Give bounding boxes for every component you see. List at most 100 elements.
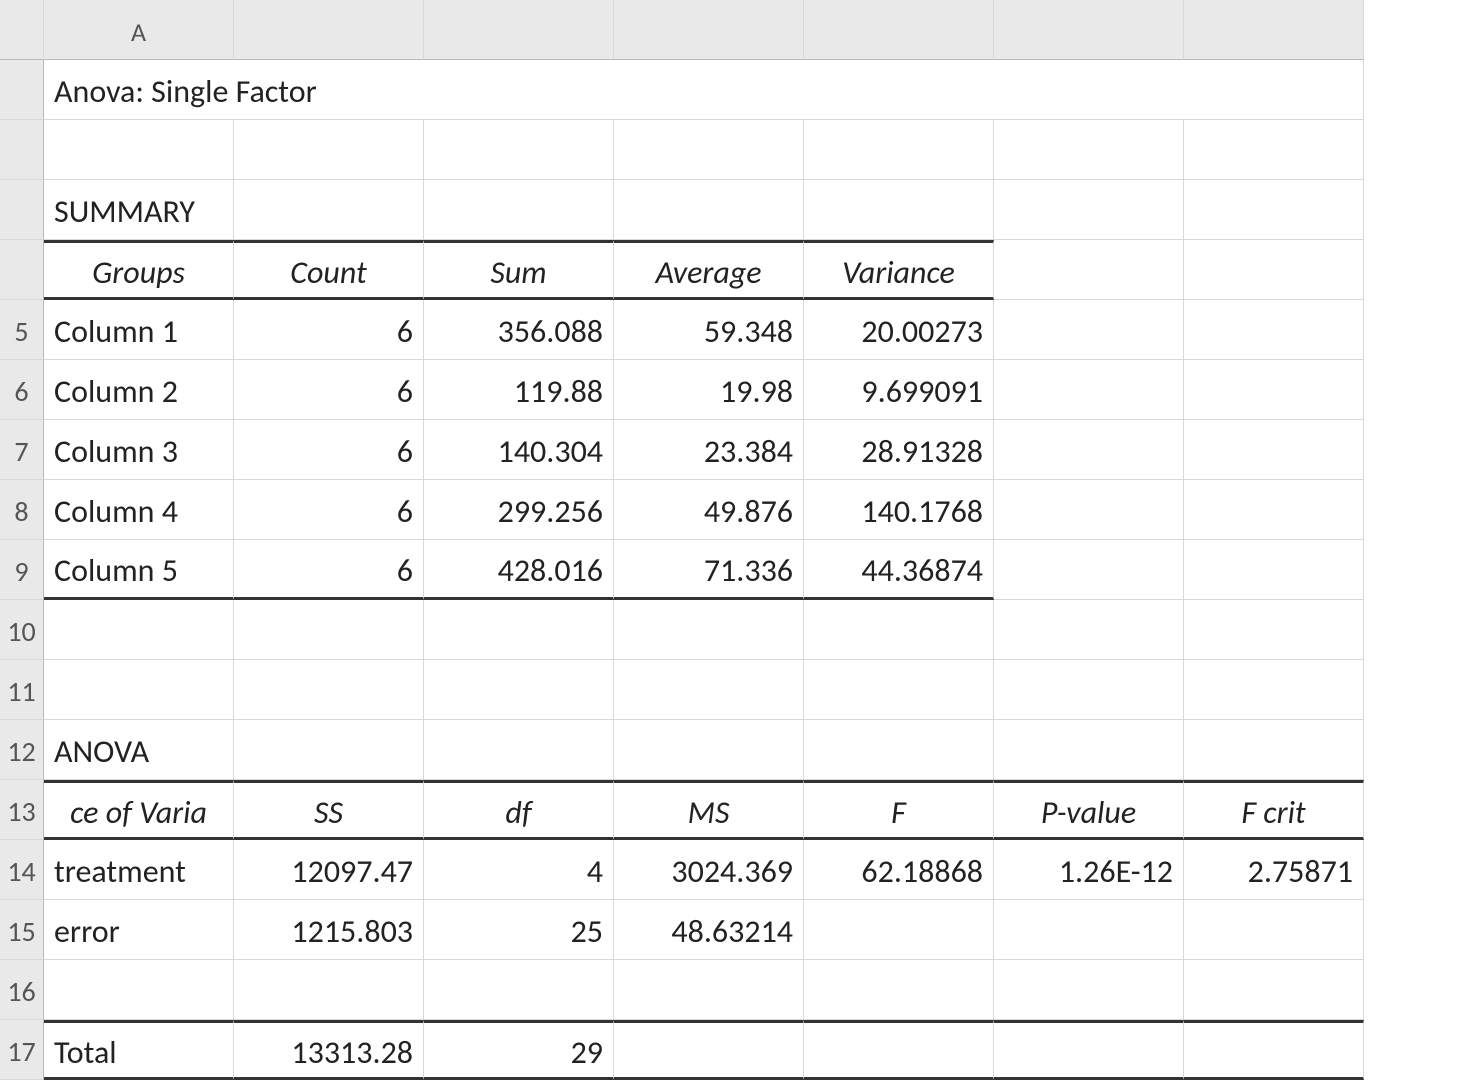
anova-total-label[interactable]: Total [44,1020,234,1080]
cell[interactable] [1184,300,1364,360]
cell[interactable] [44,660,234,720]
summary-cell[interactable]: 6 [234,480,424,540]
summary-cell[interactable]: Column 5 [44,540,234,600]
anova-cell[interactable]: 3024.369 [614,840,804,900]
row-head[interactable]: 9 [0,540,44,600]
cell[interactable] [1184,360,1364,420]
cell[interactable] [1184,420,1364,480]
col-head-E[interactable] [804,0,994,60]
col-head-G[interactable] [1184,0,1364,60]
summary-cell[interactable]: 44.36874 [804,540,994,600]
col-head-B[interactable] [234,0,424,60]
summary-cell[interactable]: 6 [234,360,424,420]
cell[interactable] [424,120,614,180]
cell[interactable] [804,120,994,180]
cell[interactable] [994,660,1184,720]
col-head-A[interactable]: A [44,0,234,60]
anova-cell[interactable]: 1215.803 [234,900,424,960]
cell[interactable] [44,960,234,1020]
summary-head-groups[interactable]: Groups [44,240,234,300]
cell[interactable] [804,720,994,780]
cell[interactable] [994,1020,1184,1080]
summary-cell[interactable]: 71.336 [614,540,804,600]
anova-head-f[interactable]: F [804,780,994,840]
anova-cell[interactable]: 12097.47 [234,840,424,900]
anova-total-ss[interactable]: 13313.28 [234,1020,424,1080]
cell[interactable] [44,600,234,660]
cell[interactable] [1184,660,1364,720]
cell[interactable] [994,420,1184,480]
anova-cell[interactable]: 25 [424,900,614,960]
summary-cell[interactable]: 20.00273 [804,300,994,360]
spreadsheet-grid[interactable]: A Anova: Single Factor SUMMARY Groups Co… [0,0,1474,1080]
cell[interactable] [804,660,994,720]
row-head[interactable]: 17 [0,1020,44,1080]
cell[interactable] [1184,180,1364,240]
cell[interactable] [1184,480,1364,540]
cell[interactable] [234,720,424,780]
anova-head-ms[interactable]: MS [614,780,804,840]
cell[interactable] [234,660,424,720]
cell[interactable] [424,660,614,720]
row-head[interactable]: 14 [0,840,44,900]
cell[interactable] [994,960,1184,1020]
cell[interactable] [804,600,994,660]
row-head[interactable]: 12 [0,720,44,780]
row-head[interactable]: 11 [0,660,44,720]
summary-head-count[interactable]: Count [234,240,424,300]
cell[interactable] [424,180,614,240]
cell[interactable] [1184,1020,1364,1080]
summary-cell[interactable]: 6 [234,300,424,360]
cell[interactable] [804,960,994,1020]
row-head[interactable]: 6 [0,360,44,420]
anova-head-ss[interactable]: SS [234,780,424,840]
row-head[interactable] [0,240,44,300]
summary-head-sum[interactable]: Sum [424,240,614,300]
anova-cell[interactable]: error [44,900,234,960]
cell[interactable] [614,660,804,720]
anova-head-src[interactable]: ce of Varia [44,780,234,840]
row-head[interactable]: 5 [0,300,44,360]
cell[interactable] [1184,960,1364,1020]
summary-cell[interactable]: 19.98 [614,360,804,420]
cell[interactable] [614,960,804,1020]
summary-cell[interactable]: 59.348 [614,300,804,360]
cell[interactable] [424,600,614,660]
row-head[interactable] [0,180,44,240]
row-head[interactable] [0,120,44,180]
cell[interactable] [1184,240,1364,300]
cell[interactable] [994,180,1184,240]
col-head-F[interactable] [994,0,1184,60]
anova-head-p[interactable]: P-value [994,780,1184,840]
summary-cell[interactable]: 6 [234,420,424,480]
summary-head-variance[interactable]: Variance [804,240,994,300]
anova-label[interactable]: ANOVA [44,720,234,780]
summary-cell[interactable]: 49.876 [614,480,804,540]
summary-label[interactable]: SUMMARY [44,180,234,240]
row-head[interactable]: 8 [0,480,44,540]
cell[interactable] [994,480,1184,540]
cell[interactable] [424,960,614,1020]
summary-cell[interactable]: 299.256 [424,480,614,540]
summary-cell[interactable]: 428.016 [424,540,614,600]
anova-cell[interactable] [804,900,994,960]
anova-total-df[interactable]: 29 [424,1020,614,1080]
col-head-C[interactable] [424,0,614,60]
anova-cell[interactable]: 1.26E-12 [994,840,1184,900]
cell[interactable] [994,720,1184,780]
row-head[interactable] [0,60,44,120]
cell[interactable] [44,120,234,180]
anova-cell[interactable]: 48.63214 [614,900,804,960]
summary-head-average[interactable]: Average [614,240,804,300]
row-head[interactable]: 15 [0,900,44,960]
title-cell[interactable]: Anova: Single Factor [44,60,1364,120]
cell[interactable] [994,300,1184,360]
cell[interactable] [1184,540,1364,600]
cell[interactable] [234,600,424,660]
anova-cell[interactable] [994,900,1184,960]
row-head[interactable]: 10 [0,600,44,660]
summary-cell[interactable]: 6 [234,540,424,600]
row-head[interactable]: 7 [0,420,44,480]
cell[interactable] [994,240,1184,300]
cell[interactable] [234,960,424,1020]
